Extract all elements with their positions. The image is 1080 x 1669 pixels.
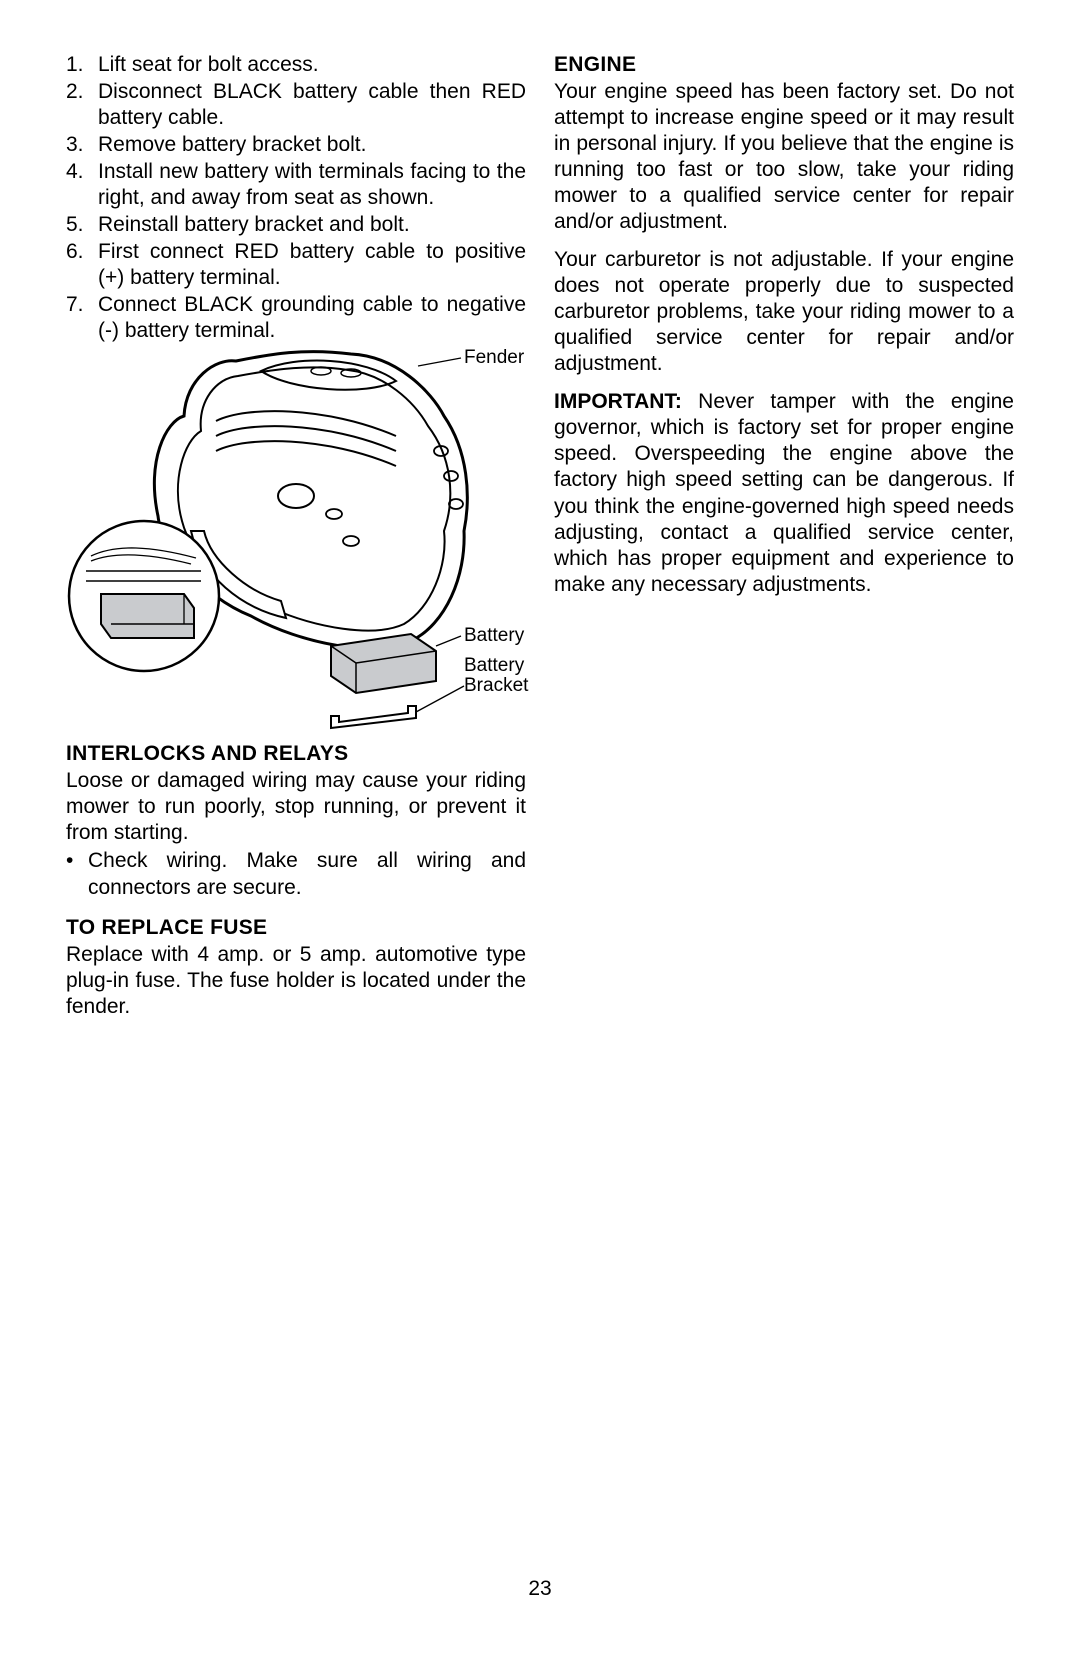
page-content: 1.Lift seat for bolt access. 2.Disconnec… [0,0,1080,1022]
battery-steps-list: 1.Lift seat for bolt access. 2.Disconnec… [66,52,526,344]
step-text: Remove battery bracket bolt. [98,132,526,158]
right-column: ENGINE Your engine speed has been factor… [554,52,1014,1022]
engine-p2: Your carburetor is not adjustable. If yo… [554,247,1014,377]
engine-p3-text: Never tamper with the engine governor, w… [554,390,1014,595]
step-text: Install new battery with terminals facin… [98,159,526,211]
engine-heading: ENGINE [554,52,1014,78]
list-item: 5.Reinstall battery bracket and bolt. [66,212,526,238]
fuse-body: Replace with 4 amp. or 5 amp. automotive… [66,942,526,1020]
step-text: First connect RED battery cable to posit… [98,239,526,291]
list-item: 6.First connect RED battery cable to pos… [66,239,526,291]
step-text: Reinstall battery bracket and bolt. [98,212,526,238]
interlocks-body: Loose or damaged wiring may cause your r… [66,768,526,846]
engine-p1: Your engine speed has been factory set. … [554,79,1014,235]
list-item: •Check wiring. Make sure all wiring and … [66,848,526,900]
list-item: 3.Remove battery bracket bolt. [66,132,526,158]
list-item: 7.Connect BLACK grounding cable to negat… [66,292,526,344]
list-item: 4.Install new battery with terminals fac… [66,159,526,211]
step-text: Connect BLACK grounding cable to negativ… [98,292,526,344]
list-item: 2.Disconnect BLACK battery cable then RE… [66,79,526,131]
fuse-heading: TO REPLACE FUSE [66,915,526,941]
page-number: 23 [0,1577,1080,1601]
battery-figure: Fender Battery Battery Bracket [66,346,526,731]
bullet-text: Check wiring. Make sure all wiring and c… [88,848,526,900]
figure-label-bracket-2: Bracket [464,674,528,698]
step-text: Disconnect BLACK battery cable then RED … [98,79,526,131]
list-item: 1.Lift seat for bolt access. [66,52,526,78]
left-column: 1.Lift seat for bolt access. 2.Disconnec… [66,52,526,1022]
interlocks-heading: INTERLOCKS AND RELAYS [66,741,526,767]
important-lead: IMPORTANT: [554,390,682,413]
engine-p3: IMPORTANT: Never tamper with the engine … [554,389,1014,597]
figure-label-fender: Fender [464,346,524,370]
interlocks-bullet-list: •Check wiring. Make sure all wiring and … [66,848,526,900]
figure-label-battery: Battery [464,624,524,648]
step-text: Lift seat for bolt access. [98,52,526,78]
figure-svg [66,346,526,731]
